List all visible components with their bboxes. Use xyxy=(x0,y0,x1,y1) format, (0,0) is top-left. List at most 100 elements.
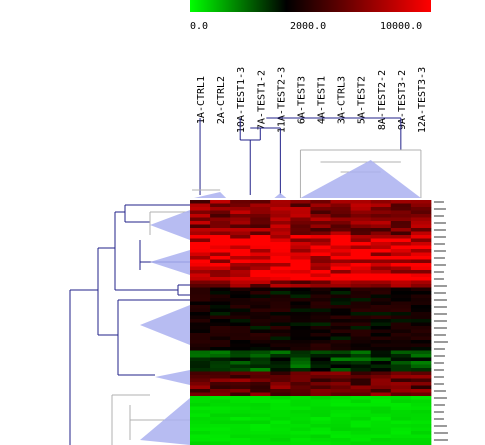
heatmap-cell xyxy=(210,364,231,369)
heatmap-cell xyxy=(310,417,331,421)
heatmap-cell xyxy=(250,280,271,285)
heatmap-cell xyxy=(370,392,392,397)
heatmap-cell xyxy=(270,242,291,246)
column-label: 4A-TEST1 xyxy=(317,76,328,124)
heatmap-cell xyxy=(190,270,211,274)
row-label-mark xyxy=(433,404,445,406)
heatmap-cell xyxy=(230,371,251,376)
heatmap-cell xyxy=(310,368,331,372)
heatmap-cell xyxy=(370,277,392,281)
heatmap-cell xyxy=(350,403,372,407)
heatmap-cell xyxy=(410,382,432,386)
heatmap-cell xyxy=(250,210,271,215)
heatmap-cell xyxy=(230,228,251,232)
heatmap-cell xyxy=(230,361,251,365)
heatmap-cell xyxy=(310,427,331,432)
heatmap-cell xyxy=(410,207,432,211)
heatmap-cell xyxy=(230,259,251,264)
heatmap-cell xyxy=(250,434,271,439)
heatmap-cell xyxy=(350,210,372,215)
heatmap-cell xyxy=(390,336,412,341)
heatmap-cell xyxy=(410,242,432,246)
heatmap-cell xyxy=(210,438,231,442)
heatmap-cell xyxy=(210,305,231,309)
heatmap-cell xyxy=(230,298,251,302)
heatmap-cell xyxy=(330,326,352,330)
heatmap-cell xyxy=(410,389,432,393)
heatmap-cell xyxy=(270,245,291,250)
heatmap-cell xyxy=(310,420,331,425)
heatmap-cell xyxy=(310,308,331,313)
heatmap-cell xyxy=(210,361,231,365)
heatmap-cell xyxy=(390,238,412,243)
heatmap-cell xyxy=(310,336,331,341)
heatmap-cell xyxy=(190,438,211,442)
heatmap-cell xyxy=(330,305,352,309)
heatmap-cell xyxy=(310,326,331,330)
heatmap-cell xyxy=(350,375,372,379)
heatmap-cell xyxy=(410,298,432,302)
heatmap-cell xyxy=(310,329,331,334)
heatmap-cell xyxy=(350,371,372,376)
heatmap-cell xyxy=(270,340,291,344)
heatmap-cell xyxy=(390,308,412,313)
heatmap-cell xyxy=(190,200,211,204)
heatmap-cell xyxy=(410,410,432,414)
heatmap-cell xyxy=(310,413,331,418)
heatmap-cell xyxy=(350,252,372,257)
heatmap-cell xyxy=(390,312,412,316)
heatmap-cell xyxy=(390,378,412,383)
heatmap-cell xyxy=(210,312,231,316)
row-label-mark xyxy=(433,313,447,315)
heatmap-cell xyxy=(210,434,231,439)
heatmap-cell xyxy=(190,427,211,432)
heatmap-cell xyxy=(270,273,291,278)
heatmap-cell xyxy=(410,347,432,351)
heatmap-cell xyxy=(270,417,291,421)
heatmap-cell xyxy=(410,228,432,232)
heatmap-cell xyxy=(230,252,251,257)
heatmap-cell xyxy=(310,361,331,365)
heatmap-cell xyxy=(270,378,291,383)
heatmap-cell xyxy=(250,413,271,418)
heatmap-cell xyxy=(370,235,392,239)
heatmap-cell xyxy=(310,441,331,445)
heatmap-cell xyxy=(290,427,311,432)
heatmap-cell xyxy=(210,382,231,386)
heatmap-cell xyxy=(270,441,291,445)
heatmap-cell xyxy=(190,263,211,267)
heatmap-cell xyxy=(210,263,231,267)
heatmap-cell xyxy=(190,361,211,365)
heatmap-cell xyxy=(250,343,271,348)
heatmap-cell xyxy=(390,392,412,397)
heatmap-cell xyxy=(290,361,311,365)
heatmap-cell xyxy=(290,284,311,288)
heatmap-cell xyxy=(330,333,352,337)
column-label: 3A-CTRL3 xyxy=(337,76,348,124)
heatmap-cell xyxy=(290,305,311,309)
heatmap-cell xyxy=(270,438,291,442)
heatmap-cell xyxy=(310,273,331,278)
heatmap-cell xyxy=(330,270,352,274)
heatmap-cell xyxy=(350,238,372,243)
heatmap-cell xyxy=(230,217,251,222)
heatmap-cell xyxy=(330,217,352,222)
heatmap-cell xyxy=(250,350,271,355)
row-label-mark xyxy=(433,264,446,266)
heatmap-cell xyxy=(350,242,372,246)
heatmap-cell xyxy=(210,270,231,274)
heatmap-cell xyxy=(330,277,352,281)
heatmap-cell xyxy=(410,396,432,400)
heatmap-cell xyxy=(370,427,392,432)
heatmap-cell xyxy=(370,413,392,418)
row-label-mark xyxy=(433,341,448,343)
heatmap-cell xyxy=(330,357,352,362)
heatmap-cell xyxy=(310,259,331,264)
heatmap-cell xyxy=(290,424,311,428)
heatmap-cell xyxy=(290,298,311,302)
heatmap-cell xyxy=(270,270,291,274)
heatmap-cell xyxy=(370,434,392,439)
heatmap-cell xyxy=(230,214,251,218)
heatmap-cell xyxy=(310,305,331,309)
heatmap-cell xyxy=(290,431,311,435)
